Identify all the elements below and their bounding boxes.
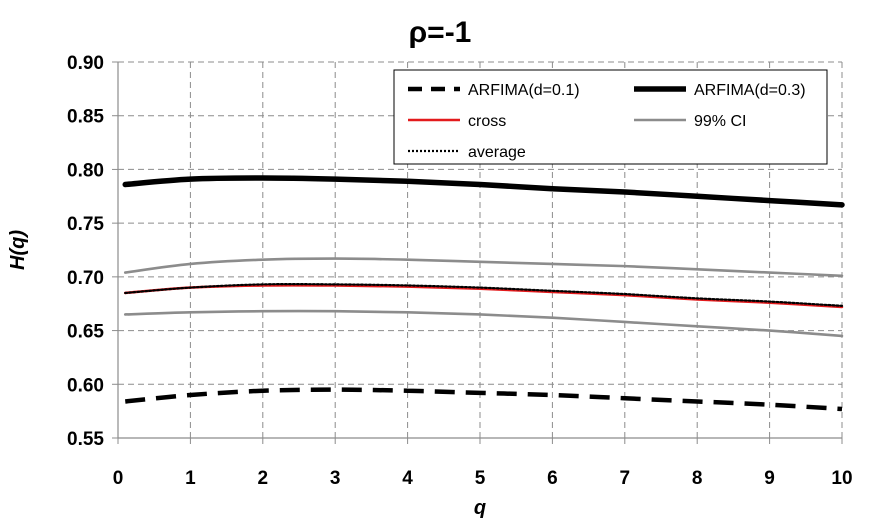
series-line-ci-lower — [123, 309, 844, 338]
x-tick-label: 2 — [258, 468, 269, 489]
legend-label: 99% CI — [694, 113, 746, 130]
x-tick-label: 3 — [330, 468, 341, 489]
legend-label: ARFIMA(d=0.3) — [694, 82, 806, 99]
series-line-average — [124, 282, 844, 307]
legend-label: average — [468, 144, 526, 161]
series-line-99-ci — [123, 257, 844, 278]
y-tick-label: 0.90 — [67, 53, 104, 74]
x-tick-label: 8 — [692, 468, 703, 489]
x-tick-label: 0 — [113, 468, 124, 489]
series-line-arfima-d-0-1 — [125, 387, 843, 412]
y-tick-label: 0.60 — [67, 375, 104, 396]
x-tick-label: 1 — [185, 468, 196, 489]
series-lines — [122, 175, 845, 412]
y-axis-ticks: 0.55 0.60 0.65 0.70 0.75 0.80 0.85 0.90 — [67, 53, 118, 450]
chart-title: ρ=-1 — [409, 16, 472, 49]
x-axis-ticks: 0 1 2 3 4 5 6 7 8 9 10 — [113, 438, 853, 489]
y-tick-label: 0.65 — [67, 322, 104, 343]
legend-box — [393, 69, 828, 165]
y-tick-label: 0.85 — [67, 107, 104, 128]
x-tick-label: 7 — [620, 468, 631, 489]
y-tick-label: 0.70 — [67, 268, 104, 289]
legend-label: ARFIMA(d=0.1) — [468, 82, 580, 99]
x-tick-label: 9 — [764, 468, 775, 489]
x-tick-label: 10 — [831, 468, 852, 489]
series-line-arfima-d-0-3 — [122, 175, 845, 208]
x-axis-label: q — [474, 497, 486, 519]
y-tick-label: 0.75 — [67, 214, 104, 235]
y-tick-label: 0.55 — [67, 429, 104, 450]
x-tick-label: 4 — [402, 468, 413, 489]
y-tick-label: 0.80 — [67, 160, 104, 181]
x-tick-label: 5 — [475, 468, 486, 489]
y-axis-label: H(q) — [7, 230, 29, 270]
x-tick-label: 6 — [547, 468, 558, 489]
legend-label: cross — [468, 113, 506, 130]
legend: ARFIMA(d=0.1) ARFIMA(d=0.3) cross 99% CI ave… — [393, 69, 828, 165]
